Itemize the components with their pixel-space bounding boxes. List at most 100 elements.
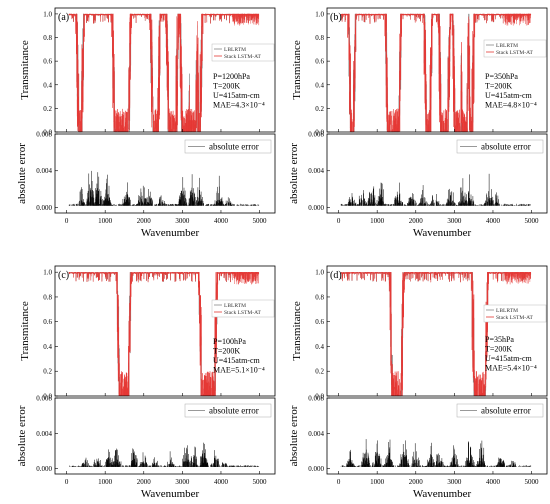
legend-label: absolute error — [481, 406, 531, 416]
plot-frame-bottom — [326, 133, 548, 214]
annotation-line: MAE=4.8×10⁻⁴ — [485, 101, 537, 110]
series-line-stack-lstm-at — [340, 12, 532, 133]
legend-label: Stack LSTM-AT — [224, 310, 261, 316]
y-tick-label: 0.000 — [308, 465, 324, 473]
legend-label: LBLRTM — [496, 308, 518, 314]
annotation-line: U=415atm-cm — [213, 91, 261, 100]
x-tick-label: 3000 — [175, 217, 190, 225]
x-tick-label: 0 — [337, 217, 341, 225]
series-line-lblrtm — [68, 271, 260, 397]
legend-box — [456, 403, 544, 418]
legend-box — [211, 299, 275, 318]
series-line-stack-lstm-at — [340, 271, 532, 397]
x-tick-label: 3000 — [175, 478, 190, 486]
x-tick-label: 3000 — [447, 217, 462, 225]
y-tick-label: 0.0 — [315, 393, 324, 401]
legend-label: absolute error — [481, 142, 531, 152]
y-tick-label: 0.4 — [43, 343, 52, 351]
series-line-absolute-error — [340, 439, 532, 467]
plot-frame-bottom — [54, 397, 276, 475]
annotation-line: P=350hPa — [485, 72, 518, 81]
y-tick-label: 0.2 — [43, 368, 52, 376]
y-tick-label: 0.8 — [315, 34, 324, 42]
plot-frame-top — [54, 265, 276, 397]
plot-frame-bottom — [54, 133, 276, 214]
x-axis-label: Wavenumber — [141, 488, 200, 500]
panel-label: (b) — [330, 12, 342, 23]
series-line-stack-lstm-at — [68, 12, 260, 133]
y-axis-label-top: Transmitance — [291, 301, 303, 361]
plot-frame-top — [54, 7, 276, 133]
y-axis-label-bottom: absolute error — [16, 405, 28, 466]
annotation-line: U=415atm-cm — [213, 356, 261, 365]
panel-label: (c) — [58, 270, 69, 281]
annotation-line: U=415atm-cm — [485, 91, 533, 100]
x-tick-label: 0 — [337, 478, 341, 486]
y-tick-label: 0.6 — [43, 318, 52, 326]
y-tick-label: 0.4 — [315, 81, 324, 89]
annotation-line: P=100hPa — [213, 337, 246, 346]
x-axis-label: Wavenumber — [141, 227, 200, 239]
y-tick-label: 0.000 — [36, 465, 52, 473]
plot-frame-top — [326, 7, 548, 133]
legend-label: LBLRTM — [496, 43, 518, 49]
plot-frame-bottom — [326, 397, 548, 475]
chart-panel: 0.0 0.2 0.4 0.6 0.8 1.0 0.000 0.004 0.008 0 1000 20… — [288, 265, 548, 500]
y-tick-label: 0.0 — [43, 393, 52, 401]
legend-box — [456, 139, 544, 154]
y-tick-label: 0.004 — [36, 430, 52, 438]
y-tick-label: 0.008 — [36, 395, 52, 403]
x-tick-label: 2000 — [409, 217, 424, 225]
y-tick-label: 0.8 — [315, 293, 324, 301]
x-tick-label: 2000 — [137, 478, 152, 486]
y-tick-label: 0.0 — [315, 129, 324, 137]
y-tick-label: 0.4 — [315, 343, 324, 351]
y-tick-label: 0.008 — [308, 395, 324, 403]
panel-label: (d) — [330, 270, 342, 281]
x-tick-label: 0 — [65, 478, 69, 486]
x-axis-label: Wavenumber — [413, 488, 472, 500]
x-tick-label: 4000 — [214, 217, 229, 225]
x-tick-label: 5000 — [253, 478, 268, 486]
y-tick-label: 0.008 — [36, 131, 52, 139]
x-tick-label: 4000 — [486, 478, 501, 486]
legend-label: Stack LSTM-AT — [496, 50, 533, 56]
x-tick-label: 5000 — [525, 478, 540, 486]
y-tick-label: 1.0 — [43, 10, 52, 18]
x-tick-label: 2000 — [137, 217, 152, 225]
x-axis-label: Wavenumber — [413, 227, 472, 239]
series-line-absolute-error — [69, 442, 260, 467]
x-tick-label: 1000 — [98, 217, 113, 225]
annotation-line: P=35hPa — [485, 335, 514, 344]
y-tick-label: 0.008 — [308, 131, 324, 139]
y-tick-label: 0.8 — [43, 34, 52, 42]
y-axis-label-bottom: absolute error — [16, 143, 28, 204]
x-tick-label: 1000 — [98, 478, 113, 486]
y-tick-label: 0.2 — [43, 105, 52, 113]
annotation-line: T=200K — [485, 345, 512, 354]
y-tick-label: 0.000 — [308, 204, 324, 212]
annotation-line: T=200K — [213, 82, 240, 91]
annotation-line: T=200K — [213, 347, 240, 356]
y-tick-label: 1.0 — [43, 269, 52, 277]
y-tick-label: 0.004 — [36, 167, 52, 175]
annotation-line: T=200K — [485, 82, 512, 91]
annotation-line: U=415atm-cm — [485, 354, 533, 363]
y-tick-label: 0.6 — [43, 58, 52, 66]
y-tick-label: 0.2 — [315, 105, 324, 113]
y-tick-label: 0.000 — [36, 204, 52, 212]
x-tick-label: 5000 — [253, 217, 268, 225]
legend-label: absolute error — [209, 406, 259, 416]
y-tick-label: 1.0 — [315, 10, 324, 18]
legend-box — [483, 304, 547, 323]
x-tick-label: 0 — [65, 217, 69, 225]
x-tick-label: 4000 — [486, 217, 501, 225]
y-axis-label-bottom: absolute error — [288, 405, 300, 466]
annotation-line: MAE=5.4×10⁻⁴ — [485, 364, 537, 373]
annotation-line: MAE=4.3×10⁻⁴ — [213, 101, 265, 110]
y-axis-label-top: Transmitance — [19, 40, 31, 100]
x-tick-label: 4000 — [214, 478, 229, 486]
y-tick-label: 0.8 — [43, 293, 52, 301]
y-tick-label: 0.2 — [315, 368, 324, 376]
series-line-absolute-error — [68, 170, 260, 206]
